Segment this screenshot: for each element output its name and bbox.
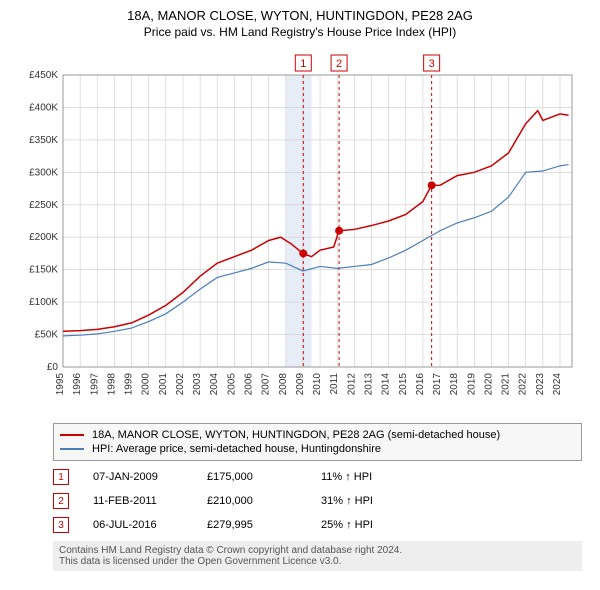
- svg-text:2004: 2004: [209, 373, 220, 396]
- svg-text:1998: 1998: [106, 373, 117, 396]
- svg-text:2000: 2000: [141, 373, 152, 396]
- svg-text:2011: 2011: [329, 373, 340, 395]
- table-row: 3 06-JUL-2016 £279,995 25% ↑ HPI: [53, 513, 582, 537]
- price-chart: £0 £50K £100K £150K £200K £250K £300K £350K £400…: [18, 47, 582, 417]
- chart-svg: £0 £50K £100K £150K £200K £250K £300K £350K £400…: [18, 47, 582, 417]
- svg-text:2009: 2009: [295, 373, 306, 396]
- svg-text:1997: 1997: [89, 373, 100, 396]
- svg-text:£0: £0: [47, 362, 59, 373]
- svg-text:2014: 2014: [381, 373, 392, 396]
- legend-row: HPI: Average price, semi-detached house,…: [60, 442, 575, 456]
- svg-text:£100K: £100K: [29, 297, 58, 308]
- legend-row: 18A, MANOR CLOSE, WYTON, HUNTINGDON, PE2…: [60, 428, 575, 442]
- sales-table: 1 07-JAN-2009 £175,000 11% ↑ HPI 2 11-FEB-201…: [53, 465, 582, 537]
- svg-text:£300K: £300K: [29, 167, 58, 178]
- sale-delta: 31% ↑ HPI: [321, 495, 401, 507]
- svg-text:2019: 2019: [466, 373, 477, 396]
- sale-price: £210,000: [207, 495, 297, 507]
- table-row: 1 07-JAN-2009 £175,000 11% ↑ HPI: [53, 465, 582, 489]
- sale-marker: 3: [53, 517, 69, 533]
- svg-text:£250K: £250K: [29, 200, 58, 211]
- svg-text:2008: 2008: [278, 373, 289, 396]
- svg-text:2: 2: [336, 58, 342, 70]
- sale-delta: 11% ↑ HPI: [321, 471, 401, 483]
- table-row: 2 11-FEB-2011 £210,000 31% ↑ HPI: [53, 489, 582, 513]
- svg-text:£350K: £350K: [29, 135, 58, 146]
- svg-text:2021: 2021: [501, 373, 512, 396]
- legend: 18A, MANOR CLOSE, WYTON, HUNTINGDON, PE2…: [53, 423, 582, 461]
- page-title: 18A, MANOR CLOSE, WYTON, HUNTINGDON, PE2…: [8, 8, 592, 23]
- svg-text:2017: 2017: [432, 373, 443, 396]
- sale-date: 11-FEB-2011: [93, 495, 183, 507]
- sale-marker: 2: [53, 493, 69, 509]
- svg-text:2006: 2006: [244, 373, 255, 396]
- sale-marker: 1: [53, 469, 69, 485]
- svg-text:£200K: £200K: [29, 232, 58, 243]
- svg-text:2013: 2013: [363, 373, 374, 396]
- sale-price: £175,000: [207, 471, 297, 483]
- svg-text:2005: 2005: [226, 373, 237, 396]
- svg-text:3: 3: [429, 58, 435, 70]
- svg-text:2012: 2012: [346, 373, 357, 396]
- legend-swatch: [60, 434, 84, 436]
- svg-text:1999: 1999: [124, 373, 135, 396]
- legend-swatch: [60, 448, 84, 450]
- sale-date: 07-JAN-2009: [93, 471, 183, 483]
- svg-text:1: 1: [300, 58, 306, 70]
- svg-text:2023: 2023: [535, 373, 546, 396]
- svg-text:£50K: £50K: [35, 330, 59, 341]
- sale-delta: 25% ↑ HPI: [321, 519, 401, 531]
- svg-text:2016: 2016: [415, 373, 426, 396]
- svg-text:2001: 2001: [158, 373, 169, 396]
- svg-text:£450K: £450K: [29, 70, 58, 81]
- footer-license: Contains HM Land Registry data © Crown c…: [53, 541, 582, 571]
- svg-text:2010: 2010: [312, 373, 323, 396]
- page-subtitle: Price paid vs. HM Land Registry's House …: [8, 25, 592, 39]
- footer-line-2: This data is licensed under the Open Gov…: [59, 556, 576, 567]
- svg-text:£150K: £150K: [29, 265, 58, 276]
- svg-text:2002: 2002: [175, 373, 186, 396]
- svg-text:2022: 2022: [518, 373, 529, 396]
- legend-label: HPI: Average price, semi-detached house,…: [92, 443, 381, 455]
- legend-label: 18A, MANOR CLOSE, WYTON, HUNTINGDON, PE2…: [92, 429, 500, 441]
- svg-text:2007: 2007: [261, 373, 272, 396]
- svg-text:2024: 2024: [552, 373, 563, 396]
- svg-text:1995: 1995: [55, 373, 66, 396]
- svg-text:2003: 2003: [192, 373, 203, 396]
- svg-text:1996: 1996: [72, 373, 83, 396]
- svg-text:2020: 2020: [483, 373, 494, 396]
- sale-price: £279,995: [207, 519, 297, 531]
- svg-text:£400K: £400K: [29, 102, 58, 113]
- svg-text:2018: 2018: [449, 373, 460, 396]
- sale-date: 06-JUL-2016: [93, 519, 183, 531]
- svg-text:2015: 2015: [398, 373, 409, 396]
- footer-line-1: Contains HM Land Registry data © Crown c…: [59, 545, 576, 556]
